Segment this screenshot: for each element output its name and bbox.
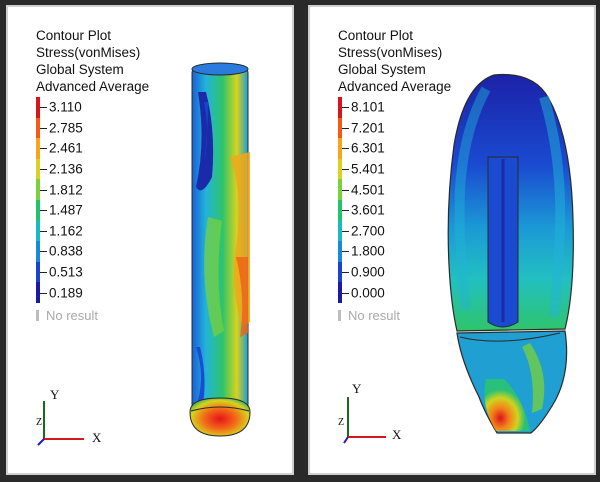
scale-swatch [36,138,40,159]
legend-title: Contour Plot [36,28,112,43]
color-scale: 8.101 7.201 6.301 5.401 4.501 3.601 2.70… [338,97,451,303]
scale-value: 7.201 [351,120,385,136]
axis-triad: Y X Z [338,377,418,447]
scale-value: 0.513 [49,264,83,280]
scale-value: 3.110 [49,99,82,115]
legend-averaging: Advanced Average [338,79,452,94]
scale-swatch [338,261,342,283]
axis-x-label: X [392,427,402,442]
scale-swatch [338,179,342,200]
scale-swatch [36,282,40,303]
legend-title: Contour Plot [338,28,414,43]
scale-value: 0.838 [49,243,83,259]
viewport-right[interactable]: Contour Plot Stress(vonMises) Global Sys… [308,5,596,475]
scale-swatch [338,220,342,242]
axis-x-label: X [92,430,102,445]
scale-value: 0.900 [351,264,385,280]
axis-z-label: Z [338,417,345,428]
no-result-legend: No result [36,307,149,324]
scale-swatch [36,158,40,180]
scale-swatch [338,241,342,262]
scale-swatch [338,97,342,118]
scale-value: 6.301 [351,140,385,156]
scale-value: 1.162 [49,223,83,239]
scale-swatch [36,220,40,242]
no-result-label: No result [348,307,401,323]
axis-triad: Y X Z [36,387,116,457]
scale-value: 1.812 [49,182,83,198]
axis-y-label: Y [50,387,60,402]
legend-system: Global System [36,62,124,77]
legend-averaging: Advanced Average [36,79,150,94]
scale-swatch [36,199,40,221]
scale-value: 1.487 [49,202,83,218]
fea-model-tooth[interactable] [310,7,594,473]
scale-value: 3.601 [351,202,385,218]
scale-swatch [36,179,40,200]
scale-swatch [338,282,342,303]
no-result-legend: No result [338,307,451,324]
no-result-swatch [338,309,341,321]
scale-value: 0.189 [49,285,83,301]
scale-swatch [338,117,342,139]
color-scale: 3.110 2.785 2.461 2.136 1.812 1.487 1.16… [36,97,149,303]
scale-swatch [338,199,342,221]
no-result-label: No result [46,307,99,323]
scale-value: 5.401 [351,161,385,177]
scale-value: 2.785 [49,120,83,136]
axis-y-label: Y [352,381,362,396]
scale-value: 4.501 [351,182,385,198]
legend-result-type: Stress(vonMises) [338,45,443,60]
viewport-left[interactable]: Contour Plot Stress(vonMises) Global Sys… [6,5,294,475]
scale-swatch [338,138,342,159]
scale-value: 0.000 [351,285,385,301]
scale-value: 2.461 [49,140,83,156]
scale-swatch [36,117,40,139]
scale-swatch [338,158,342,180]
legend-system: Global System [338,62,426,77]
scale-value: 2.136 [49,161,83,177]
axis-z-label: Z [36,417,43,428]
contour-legend: Contour Plot Stress(vonMises) Global Sys… [36,28,150,324]
contour-legend: Contour Plot Stress(vonMises) Global Sys… [338,28,452,324]
scale-swatch [36,261,40,283]
fea-model-cylinder[interactable] [8,7,292,473]
scale-value: 8.101 [351,99,385,115]
scale-value: 2.700 [351,223,385,239]
scale-value: 1.800 [351,243,385,259]
no-result-swatch [36,309,39,321]
scale-swatch [36,241,40,262]
scale-swatch [36,97,40,118]
legend-result-type: Stress(vonMises) [36,45,141,60]
